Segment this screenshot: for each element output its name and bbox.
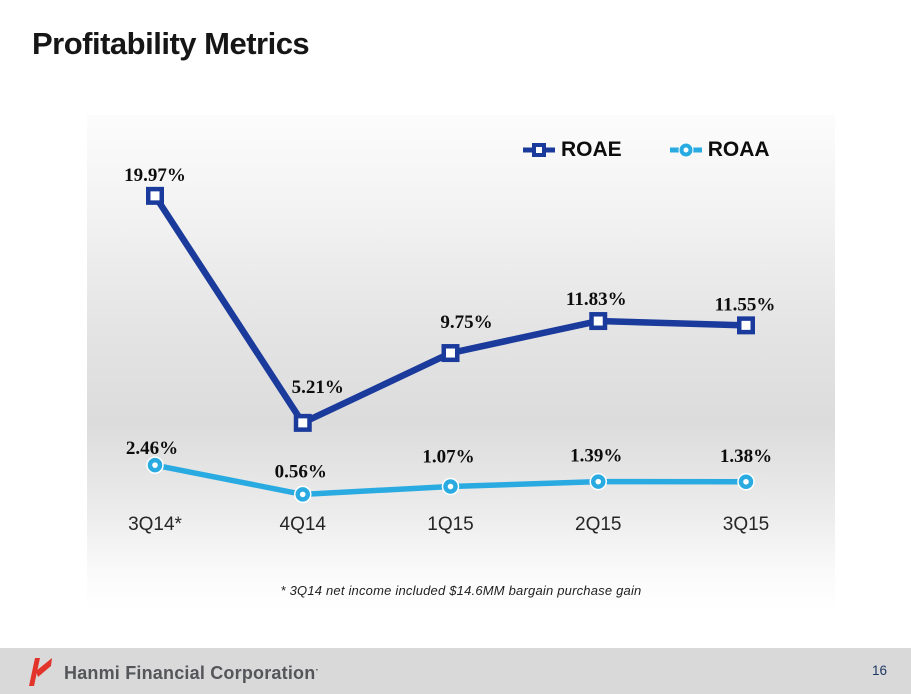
category-label: 1Q15 <box>427 514 473 535</box>
brand-name: Hanmi Financial Corporation <box>64 663 316 683</box>
legend-label-roaa: ROAA <box>707 138 770 161</box>
trademark-mark: · <box>315 665 319 676</box>
footer-bar: Hanmi Financial Corporation· 16 <box>0 648 911 694</box>
footer-brand-text: Hanmi Financial Corporation· <box>64 648 319 694</box>
category-label: 4Q14 <box>280 514 327 535</box>
line-chart-canvas: 19.97% 5.21% 9.75% 11.83% 11.55% 2.46% 0.56% 1.… <box>124 165 776 535</box>
roaa-marker-hole <box>299 491 306 498</box>
category-label: 3Q14* <box>128 514 182 535</box>
roaa-marker-hole <box>743 478 749 485</box>
legend-item-roaa: ROAA <box>669 138 770 162</box>
profitability-chart: 19.97% 5.21% 9.75% 11.83% 11.55% 2.46% 0.56% 1.… <box>87 115 835 612</box>
category-label: 2Q15 <box>575 514 621 535</box>
roaa-marker-hole <box>595 478 602 485</box>
roaa-marker-hole <box>447 483 454 490</box>
chart-footnote: * 3Q14 net income included $14.6MM barga… <box>280 583 642 598</box>
roae-line <box>151 192 750 427</box>
roae-marker <box>737 316 755 335</box>
roae-marker <box>293 413 312 432</box>
data-point-label: 0.56% <box>275 461 327 482</box>
legend-item-roae: ROAE <box>523 138 622 162</box>
hanmi-logo-icon <box>29 658 52 686</box>
roaa-series-marker-icon <box>669 142 702 158</box>
data-point-label: 11.55% <box>715 294 776 315</box>
page-number: 16 <box>871 663 887 678</box>
data-point-label: 19.97% <box>124 165 186 186</box>
roae-marker <box>589 312 608 331</box>
roae-series-marker-icon <box>523 143 555 157</box>
roaa-marker-hole <box>152 462 158 468</box>
roae-marker <box>146 186 164 205</box>
legend-label-roae: ROAE <box>561 138 622 161</box>
roae-marker <box>441 344 460 363</box>
data-point-label: 5.21% <box>292 377 344 398</box>
page-title: Profitability Metrics <box>32 26 310 61</box>
data-point-label: 1.38% <box>720 446 772 467</box>
category-label: 3Q15 <box>723 514 769 535</box>
data-point-label: 1.39% <box>570 446 622 467</box>
data-point-label: 9.75% <box>440 312 492 333</box>
data-point-label: 11.83% <box>566 289 627 310</box>
chart-legend: ROAE ROAA <box>523 138 770 162</box>
data-point-label: 2.46% <box>126 438 178 459</box>
data-point-label: 1.07% <box>422 447 474 468</box>
